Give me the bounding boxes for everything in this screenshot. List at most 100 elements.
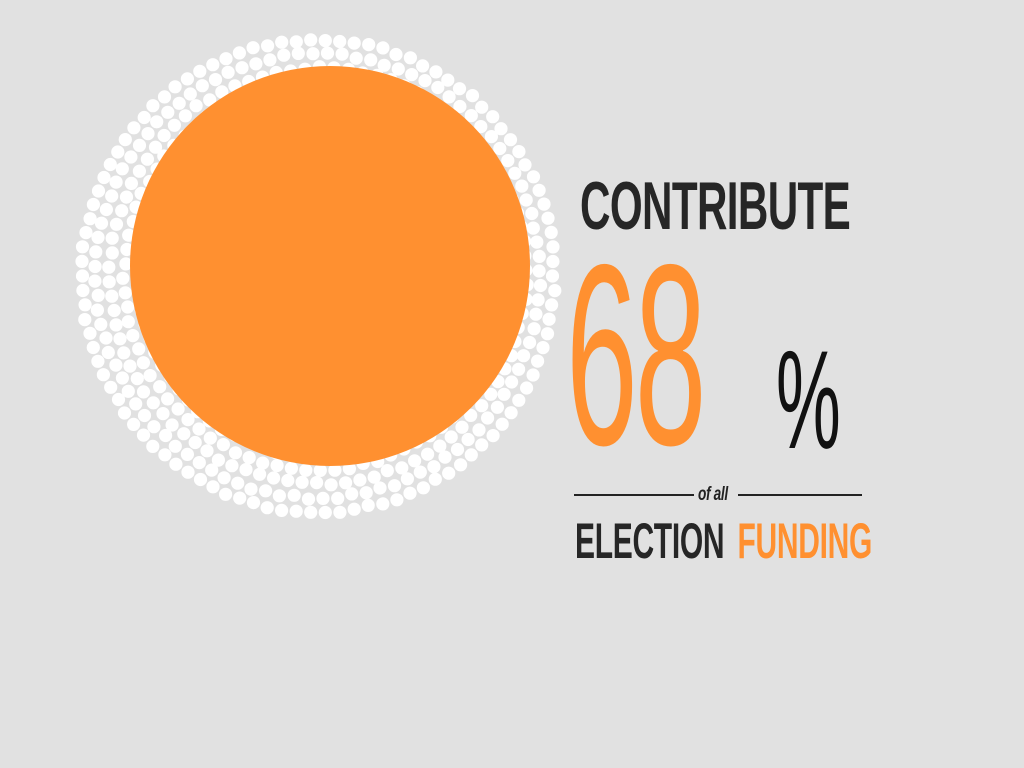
subject-line: ELECTION FUNDING [575,516,872,566]
ring-dot [494,122,508,136]
ring-dot [147,420,161,434]
ring-dot [111,392,126,407]
ring-dot [115,371,129,385]
ring-dot [256,456,270,470]
ring-dot [109,217,124,231]
ring-dot [88,274,102,288]
ring-dot [115,204,129,218]
ring-dot [277,48,291,62]
ring-dot [497,387,511,401]
ring-dot [504,406,518,420]
ring-dot [347,36,361,50]
ring-dot [545,298,559,312]
ring-dot [318,505,332,520]
ring-dot [104,380,118,394]
ring-dot [413,465,427,479]
ring-dot [324,478,338,492]
ring-dot [433,439,447,453]
ring-dot [281,473,295,488]
ring-dot [353,473,367,487]
ring-dot [107,303,121,318]
ring-dot [345,487,359,501]
ring-dot [86,197,100,212]
ring-dot [136,428,151,442]
percent-sign: % [776,321,841,478]
ring-dot [335,47,349,61]
ring-dot [109,358,123,372]
ring-dot [347,502,361,516]
ring-dot [526,221,540,235]
ring-dot [263,53,277,67]
ring-dot [178,109,192,123]
ring-dot [429,65,443,79]
ring-dot [109,318,123,332]
ring-dot [267,471,281,485]
ring-dot [495,417,509,431]
ring-dot [91,230,105,244]
divider-rule-left [574,494,694,496]
ring-dot [284,461,298,475]
ring-dot [503,133,518,147]
ring-dot [361,498,375,512]
ring-dot [146,439,160,453]
ring-dot [342,462,356,476]
ring-dot [493,141,507,156]
ring-dot [203,93,217,107]
ring-dot [261,39,275,53]
ring-dot [289,504,303,518]
ring-dot [272,489,286,503]
ring-dot [475,100,489,114]
ring-dot [540,327,555,341]
ring-dot [109,175,123,189]
ring-dot [299,463,313,477]
ring-dot [380,464,394,478]
ring-dot [389,47,403,62]
ring-dot [225,459,239,473]
ring-dot [531,354,545,368]
ring-dot [377,58,391,72]
ring-dot [246,496,261,510]
ring-dot [153,380,167,394]
ring-dot [452,82,467,96]
ring-dot [217,471,231,485]
ring-dot [113,332,127,346]
ring-dot [530,235,544,249]
ring-dot [146,99,160,113]
ring-dot [86,340,100,355]
ring-dot [484,130,498,144]
ring-dot [183,87,197,101]
ring-dot [123,359,137,373]
ring-dot [512,145,526,159]
ring-dot [118,286,132,300]
ring-dot [168,439,182,453]
ring-dot [331,491,345,505]
ring-dot [96,368,110,382]
ring-dot [203,431,217,445]
ring-dot [126,329,140,343]
ring-dot [140,152,154,166]
ring-dot [208,73,223,87]
ring-dot [546,240,560,254]
ring-dot [526,170,541,184]
ring-dot [90,303,104,317]
ring-dot [235,61,249,75]
ring-dot [517,349,531,363]
ring-dot [168,80,182,94]
ring-dot [127,121,141,135]
ring-dot [94,317,108,331]
ring-dot [328,463,342,477]
ring-dot [103,157,117,172]
ring-dot [216,438,230,452]
ring-dot [189,99,203,113]
ring-dot [536,341,550,355]
ring-dot [532,183,546,197]
word-funding: FUNDING [737,513,873,569]
ring-dot [520,381,534,395]
ring-dot [475,399,489,413]
ring-dot [124,150,138,164]
ring-dot [91,354,105,368]
ring-dot [118,133,132,147]
ring-dot [195,79,209,93]
ring-dot [115,162,129,176]
ring-dot [97,170,111,185]
